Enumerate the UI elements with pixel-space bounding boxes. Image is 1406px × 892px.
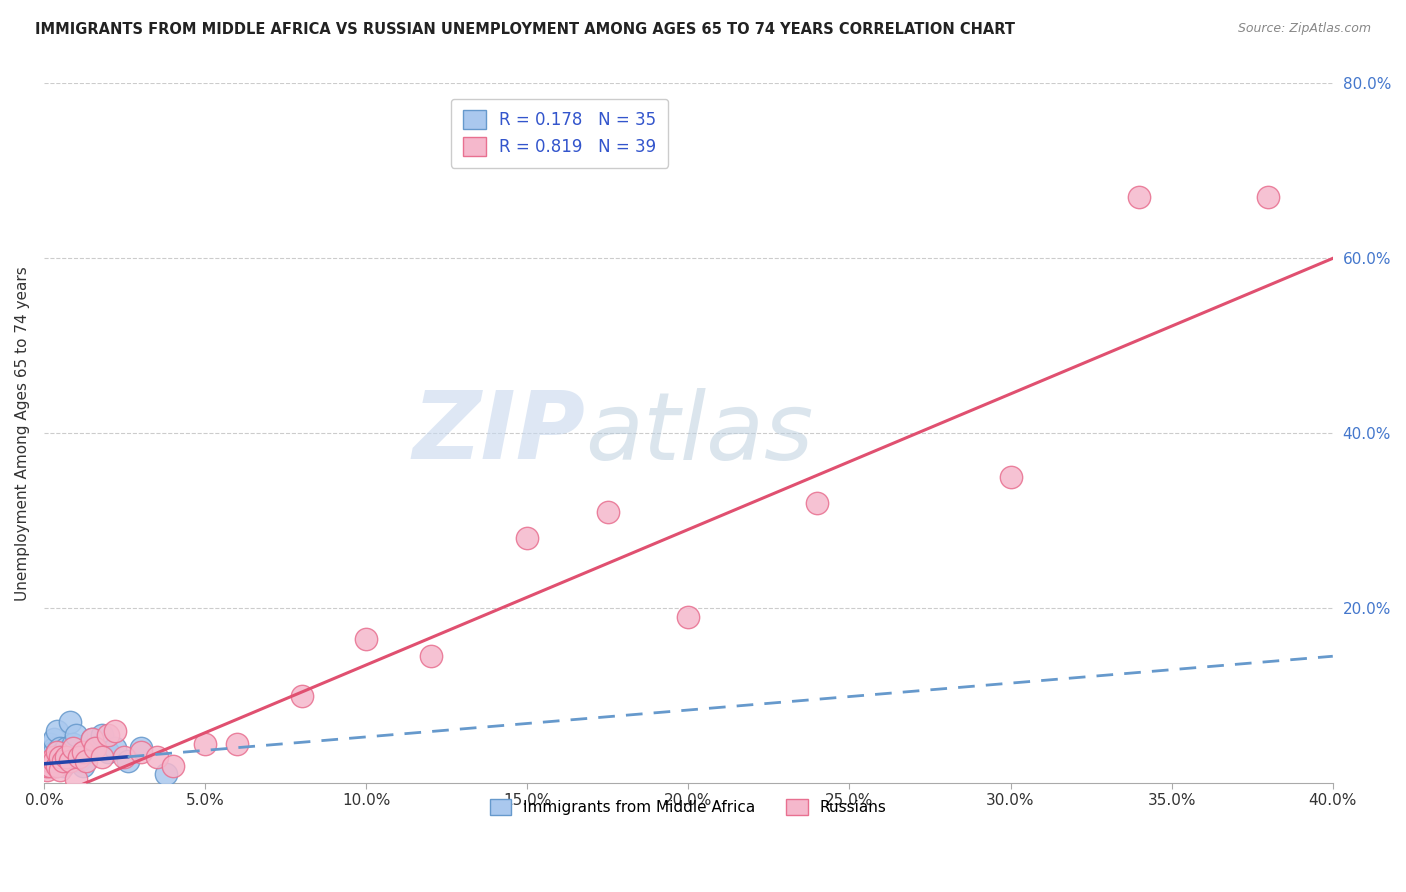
Text: atlas: atlas xyxy=(585,388,814,479)
Point xyxy=(90,728,112,742)
Point xyxy=(84,741,107,756)
Point xyxy=(194,737,217,751)
Point xyxy=(39,754,62,768)
Point xyxy=(678,610,700,624)
Point xyxy=(42,741,65,756)
Point xyxy=(90,749,112,764)
Legend: Immigrants from Middle Africa, Russians: Immigrants from Middle Africa, Russians xyxy=(481,789,896,824)
Point xyxy=(42,749,65,764)
Point xyxy=(37,763,59,777)
Point xyxy=(104,741,127,756)
Point xyxy=(42,732,65,747)
Point xyxy=(41,758,63,772)
Point xyxy=(45,746,67,760)
Point xyxy=(806,496,828,510)
Point xyxy=(55,741,77,756)
Point xyxy=(1128,190,1150,204)
Point xyxy=(155,767,177,781)
Point xyxy=(62,741,84,756)
Point xyxy=(82,732,104,747)
Point xyxy=(596,505,619,519)
Point xyxy=(291,689,314,703)
Point xyxy=(419,649,441,664)
Point xyxy=(67,749,90,764)
Point xyxy=(55,754,77,768)
Point xyxy=(55,749,77,764)
Point xyxy=(516,531,538,545)
Point xyxy=(49,754,72,768)
Point xyxy=(37,749,59,764)
Point xyxy=(52,754,75,768)
Point xyxy=(34,758,56,772)
Point xyxy=(72,746,94,760)
Point xyxy=(114,749,136,764)
Text: IMMIGRANTS FROM MIDDLE AFRICA VS RUSSIAN UNEMPLOYMENT AMONG AGES 65 TO 74 YEARS : IMMIGRANTS FROM MIDDLE AFRICA VS RUSSIAN… xyxy=(35,22,1015,37)
Point xyxy=(39,749,62,764)
Point xyxy=(72,758,94,772)
Point xyxy=(42,746,65,760)
Point xyxy=(45,723,67,738)
Point xyxy=(42,754,65,768)
Point xyxy=(162,758,184,772)
Point xyxy=(65,772,87,786)
Point xyxy=(52,746,75,760)
Point xyxy=(97,728,120,742)
Point xyxy=(104,723,127,738)
Point xyxy=(226,737,249,751)
Point xyxy=(129,741,152,756)
Point xyxy=(75,746,97,760)
Point xyxy=(65,728,87,742)
Point xyxy=(1000,470,1022,484)
Point xyxy=(45,758,67,772)
Point xyxy=(84,741,107,756)
Point xyxy=(67,754,90,768)
Point xyxy=(97,746,120,760)
Point xyxy=(38,754,60,768)
Text: ZIP: ZIP xyxy=(412,387,585,479)
Point xyxy=(117,754,139,768)
Text: Source: ZipAtlas.com: Source: ZipAtlas.com xyxy=(1237,22,1371,36)
Point xyxy=(37,754,59,768)
Point xyxy=(1257,190,1279,204)
Point xyxy=(145,749,167,764)
Point xyxy=(39,737,62,751)
Point xyxy=(39,758,62,772)
Point xyxy=(39,746,62,760)
Point xyxy=(129,746,152,760)
Point xyxy=(49,741,72,756)
Point xyxy=(45,746,67,760)
Point xyxy=(59,714,82,729)
Point xyxy=(49,749,72,764)
Point xyxy=(82,732,104,747)
Point xyxy=(62,737,84,751)
Point xyxy=(37,758,59,772)
Point xyxy=(42,754,65,768)
Point xyxy=(45,758,67,772)
Y-axis label: Unemployment Among Ages 65 to 74 years: Unemployment Among Ages 65 to 74 years xyxy=(15,266,30,600)
Point xyxy=(49,763,72,777)
Point xyxy=(75,754,97,768)
Point xyxy=(354,632,377,646)
Point xyxy=(52,758,75,772)
Point xyxy=(59,754,82,768)
